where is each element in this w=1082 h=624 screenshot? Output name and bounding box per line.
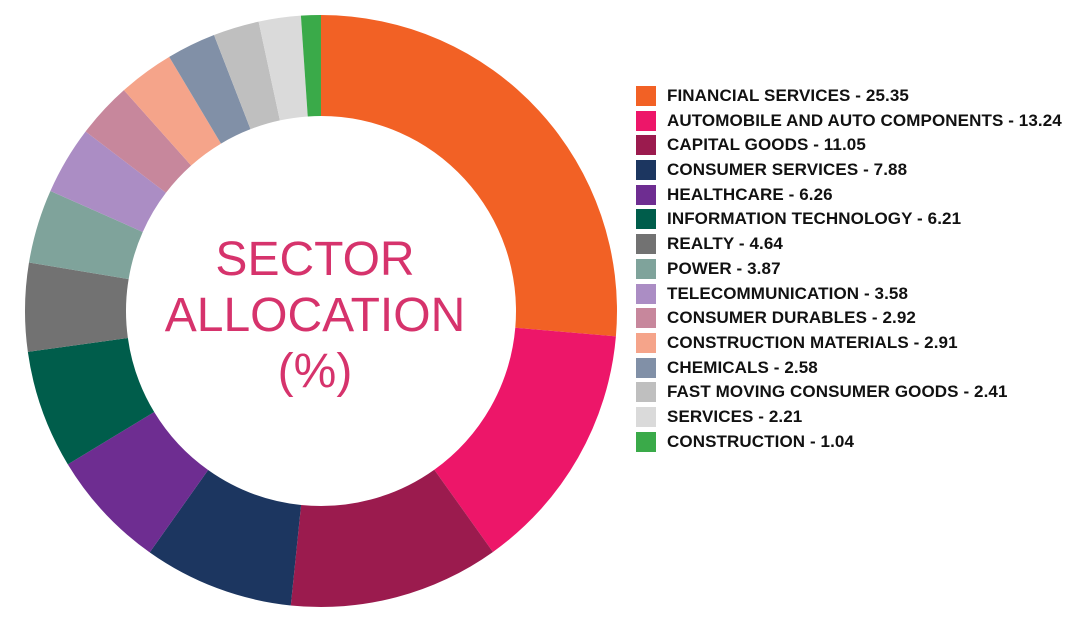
slice-realty: [24, 262, 129, 352]
legend-label: INFORMATION TECHNOLOGY - 6.21: [667, 209, 962, 229]
legend-item-realty: REALTY - 4.64: [636, 233, 1076, 255]
legend-label: FINANCIAL SERVICES - 25.35: [667, 86, 909, 105]
legend-swatch: [636, 357, 656, 378]
legend-swatch: [636, 382, 656, 403]
legend-label: AUTOMOBILE AND AUTO COMPONENTS - 13.24: [667, 110, 1062, 130]
legend-swatch: [636, 135, 656, 156]
slice-construction: [300, 15, 321, 117]
legend-swatch: [636, 160, 656, 181]
slice-telecommunication: [50, 131, 166, 232]
legend-swatch: [636, 184, 656, 205]
legend-swatch: [636, 283, 656, 304]
legend-label: HEALTHCARE - 6.26: [667, 184, 833, 204]
legend-item-power: POWER - 3.87: [636, 258, 1076, 280]
legend-swatch: [636, 406, 656, 427]
slice-fast-moving-consumer-goods: [213, 21, 280, 130]
chart-title-line-2: ALLOCATION: [164, 289, 466, 342]
legend-swatch: [636, 234, 656, 255]
slice-healthcare: [67, 412, 209, 553]
slice-consumer-services: [149, 470, 302, 606]
legend-item-automobile-and-auto-components: AUTOMOBILE AND AUTO COMPONENTS - 13.24: [636, 110, 1076, 132]
legend-item-construction-materials: CONSTRUCTION MATERIALS - 2.91: [636, 332, 1076, 354]
slice-power: [28, 191, 143, 280]
legend-item-consumer-durables: CONSUMER DURABLES - 2.92: [636, 307, 1076, 329]
legend-item-telecommunication: TELECOMMUNICATION - 3.58: [636, 283, 1076, 305]
legend-swatch: [636, 110, 656, 131]
legend-label: TELECOMMUNICATION - 3.58: [667, 283, 909, 303]
legend-swatch: [636, 86, 656, 106]
slice-automobile-and-auto-components: [434, 327, 616, 552]
legend-label: CONSUMER SERVICES - 7.88: [667, 160, 908, 180]
legend-label: FAST MOVING CONSUMER GOODS - 2.41: [667, 382, 1008, 402]
slice-construction-materials: [123, 56, 222, 166]
legend-label: CONSUMER DURABLES - 2.92: [667, 308, 916, 328]
legend-item-consumer-services: CONSUMER SERVICES - 7.88: [636, 159, 1076, 181]
legend-item-financial-services: FINANCIAL SERVICES - 25.35: [636, 85, 1076, 107]
sector-donut-chart: [24, 15, 617, 607]
legend-label: CHEMICALS - 2.58: [667, 357, 818, 377]
chart-title-line-1: SECTOR: [215, 233, 415, 286]
slice-information-technology: [27, 337, 155, 465]
legend-item-information-technology: INFORMATION TECHNOLOGY - 6.21: [636, 208, 1076, 230]
legend-swatch: [636, 209, 656, 230]
slice-chemicals: [169, 35, 251, 144]
legend-item-capital-goods: CAPITAL GOODS - 11.05: [636, 134, 1076, 156]
legend-item-services: SERVICES - 2.21: [636, 406, 1076, 428]
chart-legend: FINANCIAL SERVICES - 25.35 AUTOMOBILE AND…: [636, 85, 1076, 455]
legend-swatch: [636, 431, 656, 452]
chart-title-line-3: (%): [277, 345, 353, 398]
slice-financial-services: [321, 15, 617, 337]
legend-swatch: [636, 332, 656, 353]
slice-capital-goods: [290, 469, 493, 607]
legend-label: POWER - 3.87: [667, 258, 781, 278]
legend-label: SERVICES - 2.21: [667, 406, 803, 426]
slice-consumer-durables: [85, 90, 192, 193]
legend-item-chemicals: CHEMICALS - 2.58: [636, 357, 1076, 379]
slice-services: [258, 15, 308, 121]
chart-title: SECTOR ALLOCATION (%): [160, 232, 470, 400]
legend-item-fast-moving-consumer-goods: FAST MOVING CONSUMER GOODS - 2.41: [636, 381, 1076, 403]
legend-item-construction: CONSTRUCTION - 1.04: [636, 431, 1076, 453]
legend-label: REALTY - 4.64: [667, 234, 783, 254]
legend-swatch: [636, 308, 656, 329]
legend-label: CONSTRUCTION - 1.04: [667, 431, 855, 451]
legend-item-healthcare: HEALTHCARE - 6.26: [636, 184, 1076, 206]
legend-swatch: [636, 258, 656, 279]
legend-label: CAPITAL GOODS - 11.05: [667, 135, 866, 155]
legend-label: CONSTRUCTION MATERIALS - 2.91: [667, 332, 958, 352]
